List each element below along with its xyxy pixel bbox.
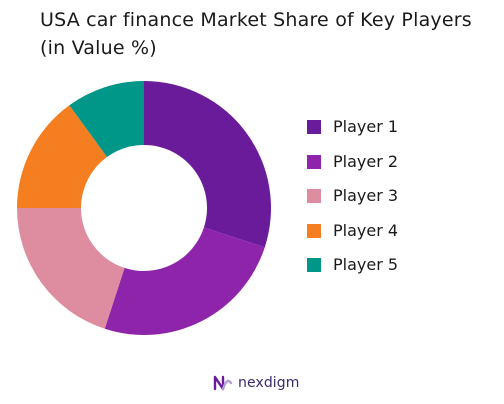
legend-swatch-2	[307, 154, 321, 169]
donut-slice-5	[69, 81, 144, 158]
legend-item-2: Player 2	[307, 152, 398, 172]
legend-item-1: Player 1	[307, 117, 398, 137]
donut-slice-4	[17, 105, 107, 208]
legend-swatch-3	[307, 189, 321, 203]
donut-slice-1	[144, 81, 271, 248]
nexdigm-logo: nexdigm	[213, 371, 300, 395]
legend-item-4: Player 4	[307, 221, 398, 241]
chart-title-line-2: (in Value %)	[40, 37, 157, 59]
legend-label-3: Player 3	[333, 186, 399, 205]
chart-title-line-1: USA car finance Market Share of Key Play…	[40, 9, 472, 31]
legend-swatch-1	[307, 120, 321, 134]
donut-slice-3	[17, 208, 125, 329]
donut-slice-2	[104, 227, 265, 335]
legend-item-5: Player 5	[307, 255, 398, 275]
legend-label-4: Player 4	[333, 220, 399, 240]
legend-label-2: Player 2	[333, 151, 399, 171]
nexdigm-logo-text: nexdigm	[238, 375, 300, 391]
nexdigm-logo-icon	[213, 375, 233, 391]
legend-item-3: Player 3	[307, 186, 398, 206]
legend-swatch-4	[307, 223, 321, 238]
legend-label-5: Player 5	[333, 255, 399, 274]
legend-swatch-5	[307, 258, 321, 272]
legend-label-1: Player 1	[333, 117, 399, 136]
chart-title: USA car finance Market Share of Key Play…	[40, 6, 500, 62]
